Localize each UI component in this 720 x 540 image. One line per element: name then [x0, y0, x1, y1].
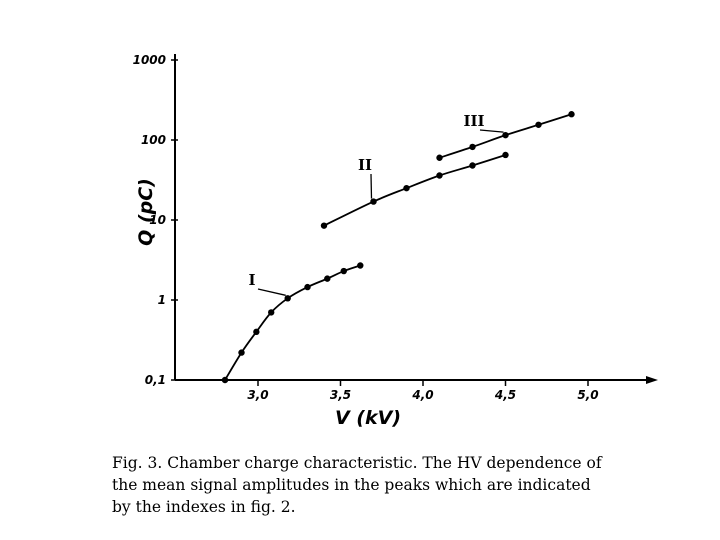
series-i: I [221, 262, 364, 384]
data-point [403, 184, 410, 192]
data-point [268, 309, 275, 316]
series-leader-line [370, 173, 373, 199]
figure-caption: Fig. 3. Chamber charge characteristic. T… [112, 452, 672, 518]
series-leader-line [257, 288, 286, 296]
data-point [469, 143, 476, 151]
data-point [568, 111, 575, 118]
series-leader-line [479, 129, 504, 133]
data-point [436, 154, 443, 161]
data-point [469, 162, 476, 169]
x-tick-label: 3,5 [330, 388, 351, 402]
y-tick-label: 100 [141, 133, 166, 147]
series-line [224, 264, 361, 381]
y-tick-label: 1 [158, 293, 166, 307]
data-point [221, 376, 229, 384]
data-point [370, 198, 377, 205]
y-tick-label: 0,1 [145, 373, 166, 387]
axes: 3,0 3,5 4,0 4,5 5,0 0,1 1 10 100 1000 V (kV) Q (pC) [133, 53, 658, 429]
data-point [304, 283, 311, 291]
y-axis-title: Q (pC) [135, 178, 157, 246]
x-tick-label: 5,0 [577, 388, 598, 402]
series-label: III [463, 112, 484, 130]
caption-line-2: the mean signal amplitudes in the peaks … [112, 476, 591, 494]
x-tick-label: 4,0 [411, 388, 433, 402]
data-point [436, 172, 443, 179]
data-point [357, 262, 364, 269]
x-tick-label: 4,5 [494, 388, 516, 402]
data-point [502, 151, 509, 159]
data-point [324, 275, 331, 282]
data-point [284, 295, 291, 302]
chart: 3,0 3,5 4,0 4,5 5,0 0,1 1 10 100 1000 V (kV) Q (pC)… [133, 53, 658, 429]
caption-line-1: Fig. 3. Chamber charge characteristic. T… [112, 454, 602, 472]
data-point [535, 121, 542, 128]
data-point [340, 267, 347, 275]
y-tick-label: 1000 [133, 53, 166, 67]
caption-line-3: by the indexes in fig. 2. [112, 498, 296, 516]
series-line [323, 154, 506, 227]
series-iii: III [436, 111, 575, 161]
x-axis-title: V (kV) [335, 407, 401, 429]
series-label: II [358, 156, 372, 174]
data-point [238, 349, 245, 356]
data-point [502, 131, 509, 139]
x-tick-label: 3,0 [247, 388, 268, 402]
data-point [320, 222, 328, 229]
series-ii: II [320, 151, 509, 229]
data-point [253, 328, 260, 336]
x-axis-arrow [646, 376, 658, 384]
y-tick-label: 10 [149, 213, 166, 227]
series-label: I [248, 271, 255, 289]
